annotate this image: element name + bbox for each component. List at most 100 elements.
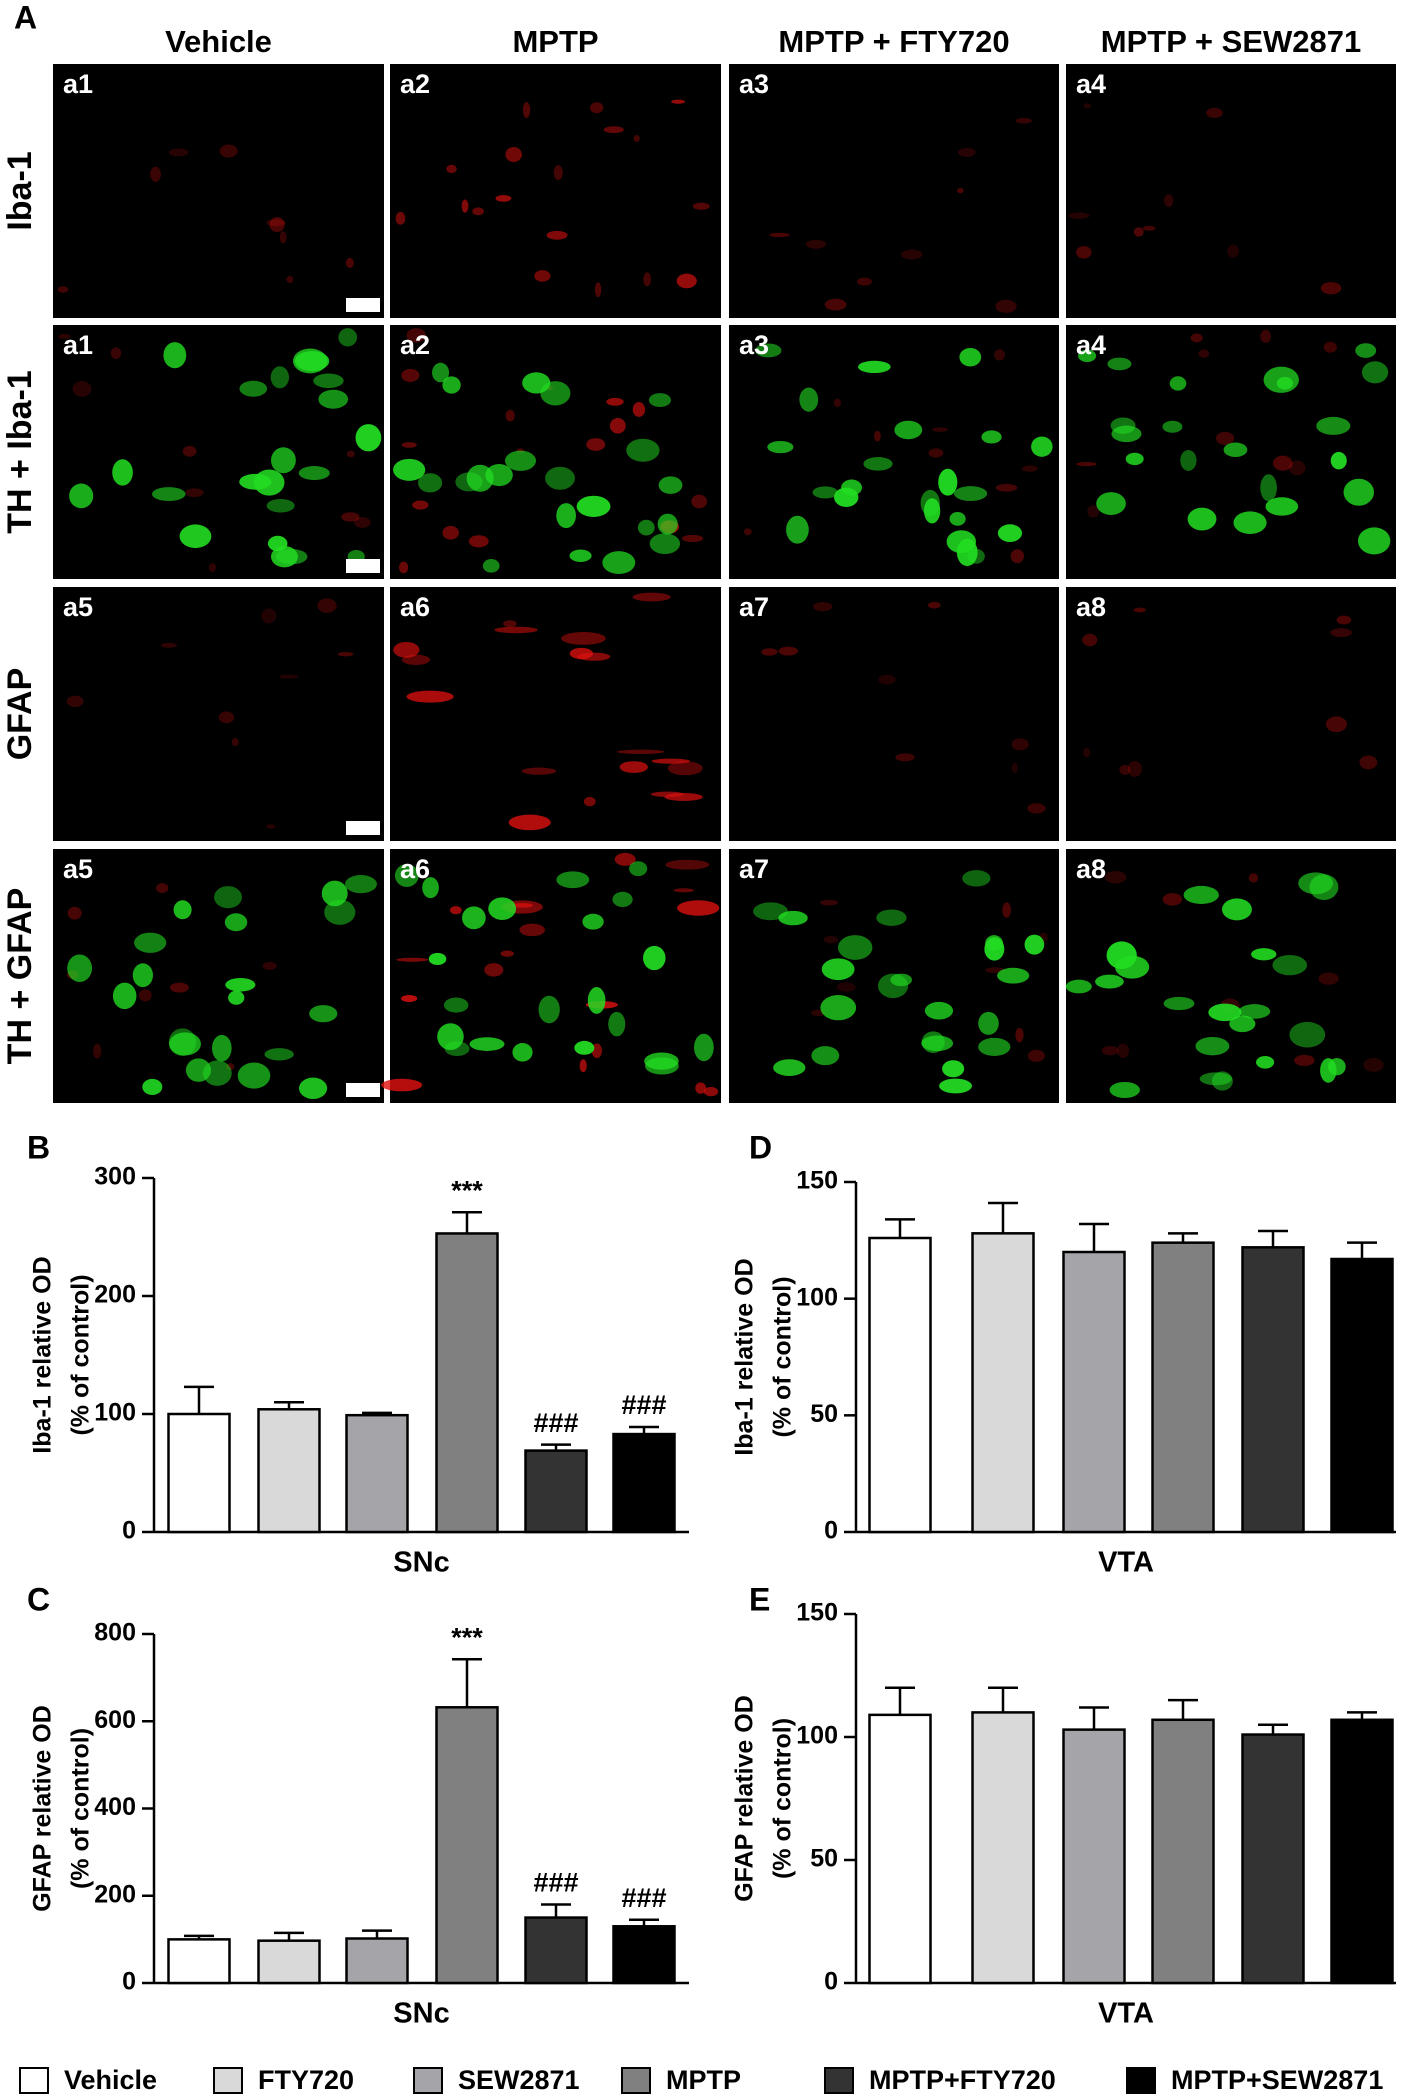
green-cell [214, 886, 242, 909]
y-tick-label: 800 [94, 1619, 136, 1647]
tile-label: a6 [400, 854, 430, 884]
green-cell [394, 863, 419, 888]
green-cell [786, 515, 809, 544]
red-cell [583, 796, 596, 807]
red-cell [208, 563, 217, 573]
red-cell [932, 427, 949, 432]
y-axis-label: Iba-1 relative OD [731, 1258, 759, 1455]
red-cell [279, 231, 287, 244]
green-cell [612, 891, 633, 908]
red-cell [1133, 227, 1144, 237]
green-cell [294, 351, 330, 372]
red-cell [632, 592, 671, 602]
red-cell [57, 286, 69, 293]
micrograph-cells [1065, 870, 1384, 1098]
y-tick-label: 400 [94, 1793, 136, 1821]
green-cell [1289, 1021, 1326, 1048]
green-cell [1187, 507, 1217, 531]
red-cell [138, 989, 152, 1002]
red-cell [805, 239, 827, 249]
green-cell [812, 486, 838, 499]
tile-label: a5 [63, 854, 93, 884]
bar [167, 1938, 231, 1985]
green-cell [443, 997, 469, 1013]
red-cell [266, 824, 276, 829]
row-label: GFAP [1, 668, 39, 761]
green-cell [163, 342, 187, 369]
bar [1151, 1241, 1215, 1534]
red-cell [398, 561, 409, 574]
red-cell [546, 230, 568, 240]
red-cell [1076, 461, 1097, 467]
green-cell [432, 362, 450, 383]
red-cell [508, 814, 551, 831]
green-cell [658, 476, 683, 494]
red-cell [743, 528, 752, 536]
scale-bar [346, 1083, 380, 1097]
micrograph-cells [381, 852, 720, 1097]
red-cell [667, 761, 703, 776]
red-cell [1082, 633, 1098, 647]
red-cell [400, 995, 418, 1003]
green-cell [602, 551, 636, 575]
red-cell [651, 758, 691, 764]
red-cell [1068, 212, 1090, 219]
red-cell [703, 1086, 719, 1097]
red-cell [1083, 747, 1091, 758]
legend-swatch [19, 2067, 49, 2094]
red-cell [1087, 505, 1100, 518]
red-cell [1260, 329, 1272, 343]
red-cell [279, 674, 299, 679]
green-cell [1183, 885, 1219, 904]
red-cell [995, 299, 1017, 313]
bar [435, 1232, 499, 1534]
green-cell [522, 372, 551, 394]
tile-label: a2 [400, 69, 430, 99]
tile-label: a3 [739, 330, 769, 360]
y-axis-label: (% of control) [67, 1274, 95, 1435]
green-cell [112, 982, 137, 1010]
green-cell [1316, 416, 1351, 435]
legend-label: SEW2871 [458, 2065, 580, 2095]
y-tick-label: 150 [796, 1599, 838, 1627]
red-cell [1294, 1054, 1315, 1066]
green-cell [773, 1059, 806, 1076]
column-header: MPTP + FTY720 [778, 24, 1009, 59]
red-cell [269, 217, 285, 233]
red-cell [1101, 1045, 1119, 1056]
green-cell [151, 487, 186, 501]
green-cell [485, 463, 513, 487]
green-cell [1330, 451, 1347, 470]
green-cell [921, 1035, 954, 1052]
green-cell [778, 910, 808, 926]
red-cell [484, 963, 504, 977]
red-cell [823, 935, 839, 944]
red-cell [1002, 902, 1012, 918]
y-tick-label: 0 [122, 1968, 136, 1996]
green-cell [953, 486, 988, 502]
legend-label: MPTP+SEW2871 [1171, 2065, 1383, 2095]
red-cell [1318, 972, 1339, 985]
green-cell [211, 1034, 232, 1062]
green-cell [837, 935, 873, 960]
red-cell [778, 646, 799, 656]
green-cell [942, 1060, 965, 1078]
green-cell [956, 538, 978, 567]
red-cell [286, 275, 294, 284]
y-axis-label: (% of control) [67, 1728, 95, 1889]
green-cell [1180, 449, 1197, 471]
red-cell [928, 448, 944, 458]
green-cell [984, 937, 1005, 961]
red-cell [824, 298, 847, 311]
red-cell [406, 690, 454, 703]
red-cell [169, 982, 189, 993]
micrograph [53, 587, 384, 841]
green-cell [1361, 361, 1389, 384]
green-cell [270, 366, 290, 389]
red-cell [676, 273, 697, 289]
red-cell [66, 695, 84, 708]
red-cell [1119, 764, 1131, 776]
legend-swatch [824, 2067, 854, 2094]
bar [524, 1449, 588, 1534]
